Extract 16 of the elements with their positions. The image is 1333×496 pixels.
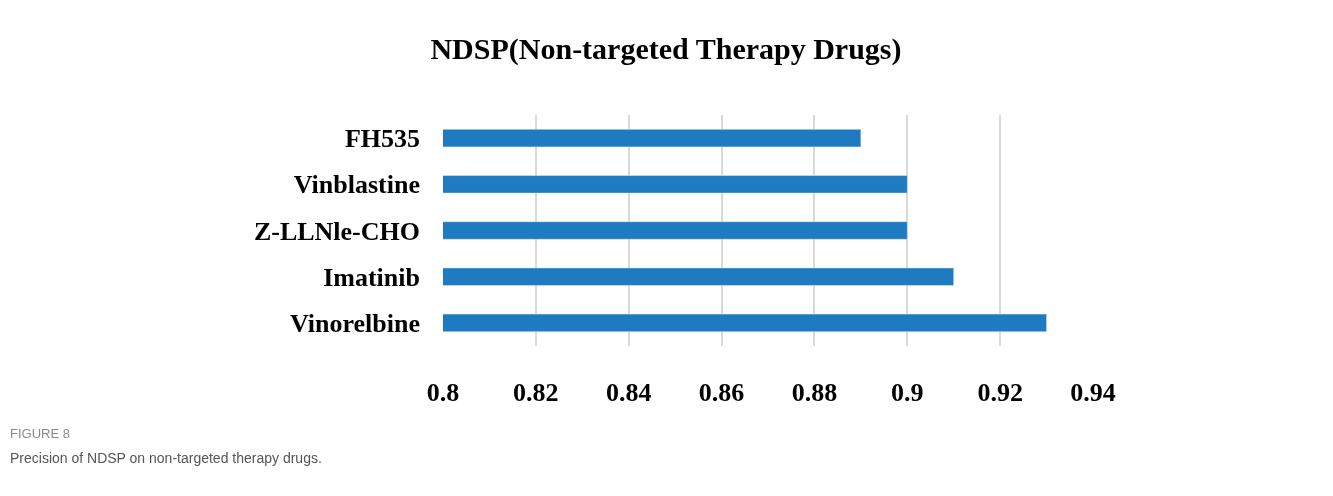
y-tick-label: Imatinib: [323, 262, 420, 292]
x-tick-label: 0.8: [426, 378, 460, 407]
x-tick-label: 0.9: [891, 378, 924, 407]
y-tick-label: FH535: [344, 124, 420, 154]
y-tick-label: Z-LLNle-CHO: [253, 216, 420, 246]
x-tick-label: 0.94: [1070, 378, 1116, 407]
x-tick-label: 0.84: [605, 378, 652, 407]
x-tick-label: 0.88: [791, 378, 838, 407]
chart-title: NDSP(Non-targeted Therapy Drugs): [430, 31, 902, 66]
caption: FIGURE 8: [10, 426, 70, 441]
text: Precision of NDSP on non-targeted therapy drugs.: [10, 450, 322, 466]
y-tick-label: Vinorelbine: [289, 309, 420, 338]
y-tick-label: Vinblastine: [293, 170, 420, 200]
x-tick-label: 0.86: [698, 378, 745, 407]
x-tick-label: 0.82: [513, 378, 559, 407]
x-tick-label: 0.92: [977, 378, 1023, 407]
